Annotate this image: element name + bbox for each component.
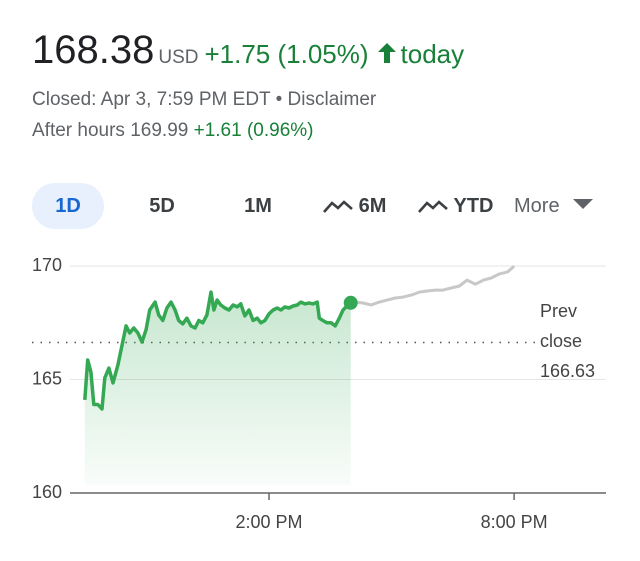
prev-close-label: Prev bbox=[540, 301, 577, 321]
period: today bbox=[400, 39, 465, 69]
quote-header: 168.38 USD +1.75 (1.05%) today bbox=[32, 28, 464, 73]
y-tick-label: 170 bbox=[32, 255, 62, 275]
disclaimer-link[interactable]: Disclaimer bbox=[287, 89, 377, 110]
range-tab[interactable]: 1M bbox=[228, 183, 288, 229]
tab-label: YTD bbox=[453, 195, 494, 217]
price: 168.38 bbox=[32, 28, 155, 72]
tab-label: 5D bbox=[149, 195, 175, 217]
up-arrow-icon bbox=[377, 43, 396, 63]
price-change: +1.75 (1.05%) bbox=[204, 39, 369, 69]
after-hours: After hours 169.99 bbox=[32, 120, 189, 141]
trend-icon bbox=[417, 200, 448, 213]
after-hours-line: After hours 169.99 +1.61 (0.96%) bbox=[32, 120, 314, 142]
price-line bbox=[83, 290, 352, 411]
more-menu[interactable]: More bbox=[514, 183, 612, 229]
tab-label: More bbox=[514, 195, 560, 217]
x-tick-label: 8:00 PM bbox=[481, 512, 548, 532]
end-marker bbox=[343, 295, 358, 310]
tab-label: 1M bbox=[244, 195, 272, 217]
dropdown-icon bbox=[572, 199, 593, 209]
area-fill bbox=[84, 292, 351, 485]
tab-label: 6M bbox=[358, 195, 387, 217]
y-tick-label: 165 bbox=[32, 368, 62, 388]
prev-close-value: 166.63 bbox=[540, 361, 595, 381]
trend-icon bbox=[322, 200, 353, 213]
range-tabs: 1D 5D 1M 6M YTD More bbox=[32, 183, 612, 229]
tab-label: 1D bbox=[55, 195, 81, 217]
status-line: Closed: Apr 3, 7:59 PM EDT • Disclaimer bbox=[32, 89, 376, 111]
currency: USD bbox=[158, 47, 199, 68]
after-hours-change: +1.61 (0.96%) bbox=[193, 120, 314, 141]
range-tab[interactable]: 5D bbox=[132, 183, 192, 229]
x-tick-label: 2:00 PM bbox=[235, 512, 302, 532]
y-tick-label: 160 bbox=[32, 482, 62, 502]
chart: 160 165 170 2:00 PM 8:00 PM Prev close 166.63 bbox=[32, 255, 606, 532]
range-tab[interactable]: YTD bbox=[412, 183, 498, 229]
range-tab[interactable]: 6M bbox=[316, 183, 392, 229]
prev-close-label: close bbox=[540, 331, 582, 351]
status: Closed: Apr 3, 7:59 PM EDT bbox=[32, 89, 271, 110]
price-line bbox=[350, 265, 516, 307]
separator: • bbox=[275, 89, 283, 110]
range-tab[interactable]: 1D bbox=[32, 183, 104, 229]
